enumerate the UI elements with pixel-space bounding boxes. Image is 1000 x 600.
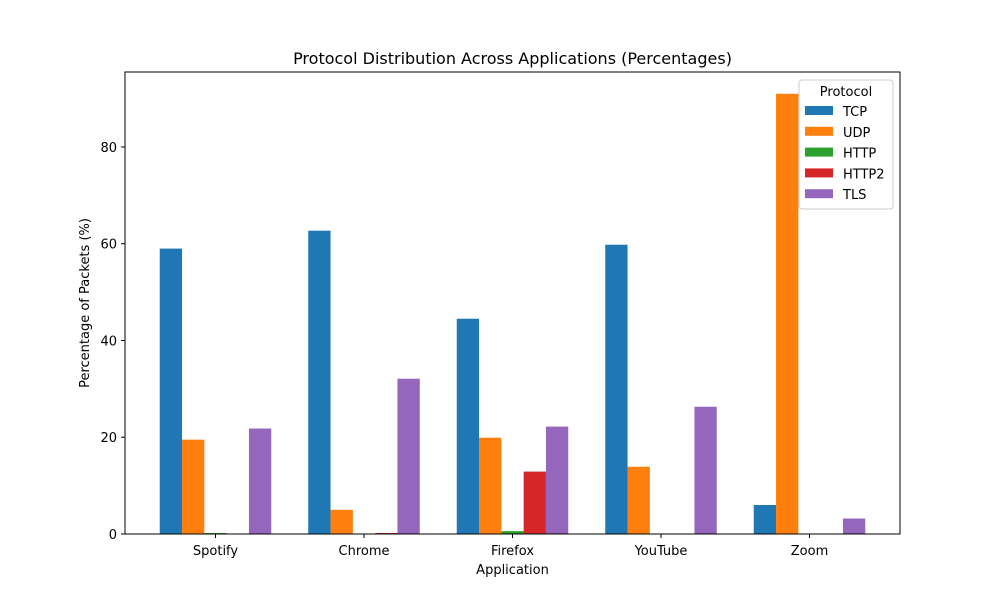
bar-tcp-youtube	[605, 244, 628, 534]
y-tick-label: 80	[100, 141, 117, 156]
legend-swatch-http2	[805, 168, 833, 178]
y-tick-label: 0	[109, 528, 117, 543]
legend-label-http: HTTP	[843, 147, 876, 162]
bar-tcp-zoom	[753, 504, 777, 534]
bar-http2-firefox	[523, 471, 546, 534]
bar-udp-zoom	[776, 93, 799, 535]
legend-label-udp: UDP	[843, 126, 871, 141]
legend-title: Protocol	[820, 85, 872, 100]
x-tick-label: Zoom	[791, 544, 828, 559]
bar-udp-firefox	[479, 437, 502, 534]
y-tick-label: 60	[100, 238, 117, 253]
bar-tcp-firefox	[456, 318, 480, 534]
x-tick-label: YouTube	[634, 544, 688, 559]
x-axis-title: Application	[476, 563, 549, 578]
legend: Protocol TCP UDP HTTP HTTP2 TLS	[798, 79, 894, 210]
bar-tcp-chrome	[308, 230, 331, 534]
bar-udp-chrome	[330, 509, 353, 534]
legend-label-http2: HTTP2	[843, 167, 885, 182]
y-axis-title: Percentage of Packets (%)	[78, 218, 93, 388]
x-axis-ticks: Spotify Chrome Firefox YouTube Zoom	[193, 534, 828, 559]
legend-swatch-http	[805, 147, 833, 157]
legend-swatch-tls	[805, 189, 833, 199]
bar-tls-zoom	[842, 518, 866, 534]
x-tick-label: Spotify	[193, 544, 239, 559]
bar-udp-youtube	[627, 466, 650, 534]
legend-swatch-udp	[805, 126, 833, 136]
bar-tls-chrome	[397, 378, 420, 534]
x-tick-label: Chrome	[339, 544, 390, 559]
plot-frame	[124, 71, 901, 535]
x-tick-label: Firefox	[491, 544, 534, 559]
bar-tcp-spotify	[159, 248, 183, 534]
bar-tls-firefox	[545, 426, 569, 534]
bar-http-firefox	[501, 531, 524, 534]
y-tick-label: 20	[100, 431, 117, 446]
bars-group	[159, 93, 866, 535]
legend-label-tls: TLS	[842, 188, 866, 203]
y-axis-ticks: 0 20 40 60 80	[100, 141, 125, 543]
y-tick-label: 40	[100, 334, 117, 349]
legend-swatch-tcp	[805, 106, 833, 115]
legend-label-tcp: TCP	[842, 105, 867, 120]
bar-tls-spotify	[248, 428, 272, 534]
bar-tls-youtube	[694, 406, 717, 534]
bar-udp-spotify	[182, 439, 205, 534]
chart-title: Protocol Distribution Across Application…	[293, 49, 732, 68]
